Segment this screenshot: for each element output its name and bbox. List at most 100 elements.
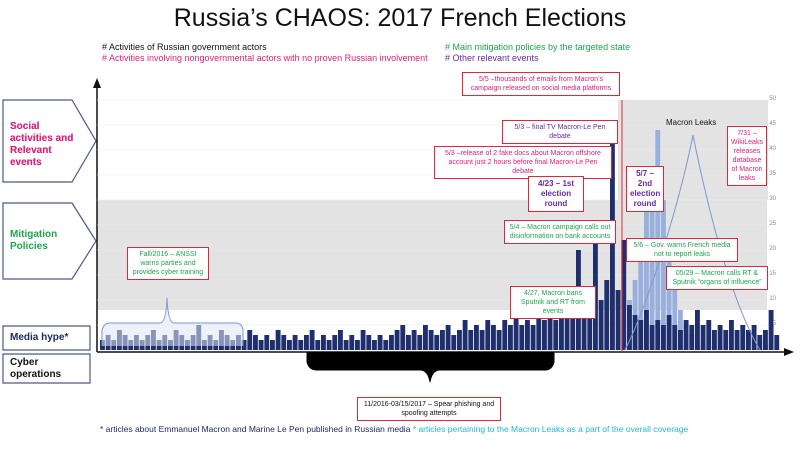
media-bar <box>258 340 264 350</box>
media-bar <box>712 330 717 350</box>
media-bar <box>411 330 417 350</box>
y-axis-arrowhead <box>93 78 101 88</box>
media-bar <box>530 325 536 350</box>
media-bar <box>683 320 689 350</box>
media-bar <box>462 320 468 350</box>
event-5-4-bank: 5/4 – Macron campaign calls out disinfor… <box>504 220 616 244</box>
spear-bracket <box>306 352 555 383</box>
media-bar <box>581 310 587 350</box>
media-bar <box>355 340 360 350</box>
media-bar <box>406 335 411 350</box>
media-bar <box>638 320 644 350</box>
media-bar <box>332 335 338 350</box>
legend-nongov: # Activities involving nongovernmental a… <box>102 53 428 63</box>
media-bar <box>587 290 593 350</box>
media-bar <box>292 335 298 350</box>
media-bar <box>757 335 763 350</box>
event-fall-2016-anssi: Fall/2016 – ANSSI warns parties and prov… <box>127 247 209 280</box>
event-5-29-organs: 05/29 – Macron calls RT & Sputnik “organ… <box>666 266 768 290</box>
media-bar <box>689 325 695 350</box>
media-bar <box>400 325 406 350</box>
media-bar <box>644 310 649 350</box>
media-bar <box>383 340 389 350</box>
y-tick-label: 45 <box>769 121 776 127</box>
legend-other: # Other relevant events <box>445 53 539 63</box>
media-bar <box>479 330 485 350</box>
media-bar <box>304 335 309 350</box>
media-bar <box>615 290 621 350</box>
legend-mitigation: # Main mitigation policies by the target… <box>445 42 631 52</box>
media-bar <box>349 335 355 350</box>
y-tick-label: 25 <box>769 221 776 227</box>
y-tick-label: 15 <box>769 271 776 277</box>
media-bar <box>553 320 559 350</box>
media-bar <box>389 335 394 350</box>
media-bar <box>264 335 270 350</box>
media-bar <box>474 325 479 350</box>
y-tick-label: 35 <box>769 171 776 177</box>
media-bar <box>326 340 332 350</box>
media-bar <box>547 310 553 350</box>
event-5-6-gov-warns: 5/6 – Gov. warns French media not to rep… <box>626 238 738 262</box>
media-bar <box>564 310 570 350</box>
media-bar <box>627 305 632 350</box>
macron-leaks-label: Macron Leaks <box>666 118 717 127</box>
footnote-russian-media: * articles about Emmanuel Macron and Mar… <box>100 424 411 434</box>
media-bar <box>638 250 644 350</box>
media-bar <box>768 310 774 350</box>
lane-media: Media hype* <box>2 326 92 350</box>
event-5-3-debate: 5/3 – final TV Macron-Le Pen debate <box>502 120 618 144</box>
media-bar <box>343 340 349 350</box>
media-bar <box>508 325 513 350</box>
media-bar <box>445 325 451 350</box>
media-bar <box>485 320 491 350</box>
lane-media-label: Media hype* <box>10 332 69 343</box>
media-bar <box>763 330 768 350</box>
media-bar <box>247 330 253 350</box>
x-axis-arrowhead <box>784 348 794 356</box>
media-bar <box>746 330 751 350</box>
fall-bracket <box>101 297 244 346</box>
media-bar <box>729 320 734 350</box>
media-bar <box>434 335 440 350</box>
media-bar <box>502 320 508 350</box>
media-bar <box>604 280 610 350</box>
y-tick-label: 50 <box>769 96 776 102</box>
media-bar <box>366 335 372 350</box>
media-bar <box>678 330 683 350</box>
y-tick-label: 40 <box>769 146 776 152</box>
lane-social-label: Social activities and Relevant events <box>10 121 82 169</box>
media-bar <box>468 330 474 350</box>
lane-cyber-label: Cyber operations <box>10 357 62 380</box>
media-bar <box>457 330 462 350</box>
lane-mitigation-label: Mitigation Policies <box>10 229 58 252</box>
event-5-3-fake-docs: 5/3 –release of 2 fake docs about Macron… <box>434 146 612 179</box>
event-5-5-emails: 5/5 –thousands of emails from Macron’s c… <box>462 72 620 96</box>
media-bar <box>377 335 383 350</box>
media-bar <box>700 325 706 350</box>
media-bar <box>774 335 780 350</box>
event-7-31-wikileaks: 7/31 – WikiLeaks releases database of Ma… <box>727 126 767 186</box>
y-tick-label: 30 <box>769 196 776 202</box>
media-bar <box>360 330 366 350</box>
media-bar <box>672 280 678 350</box>
media-bar <box>253 335 258 350</box>
event-4-27-ban: 4/27, Macron bans Sputnik and RT from ev… <box>510 286 596 319</box>
media-bar <box>275 330 281 350</box>
media-bar <box>740 325 746 350</box>
media-bar <box>598 300 604 350</box>
media-bar <box>394 330 400 350</box>
media-bar <box>621 240 627 350</box>
media-bar <box>717 325 723 350</box>
y-tick-label: 20 <box>769 246 776 252</box>
chart-title: Russia’s CHAOS: 2017 French Elections <box>173 4 627 32</box>
event-4-23-round1: 4/23 – 1st election round <box>528 176 584 212</box>
media-bar <box>666 240 672 350</box>
media-bar <box>649 325 655 350</box>
media-bar <box>417 335 423 350</box>
media-bar <box>542 320 547 350</box>
media-bar <box>440 330 445 350</box>
y-tick-label: 10 <box>769 296 776 302</box>
media-bar <box>734 330 740 350</box>
